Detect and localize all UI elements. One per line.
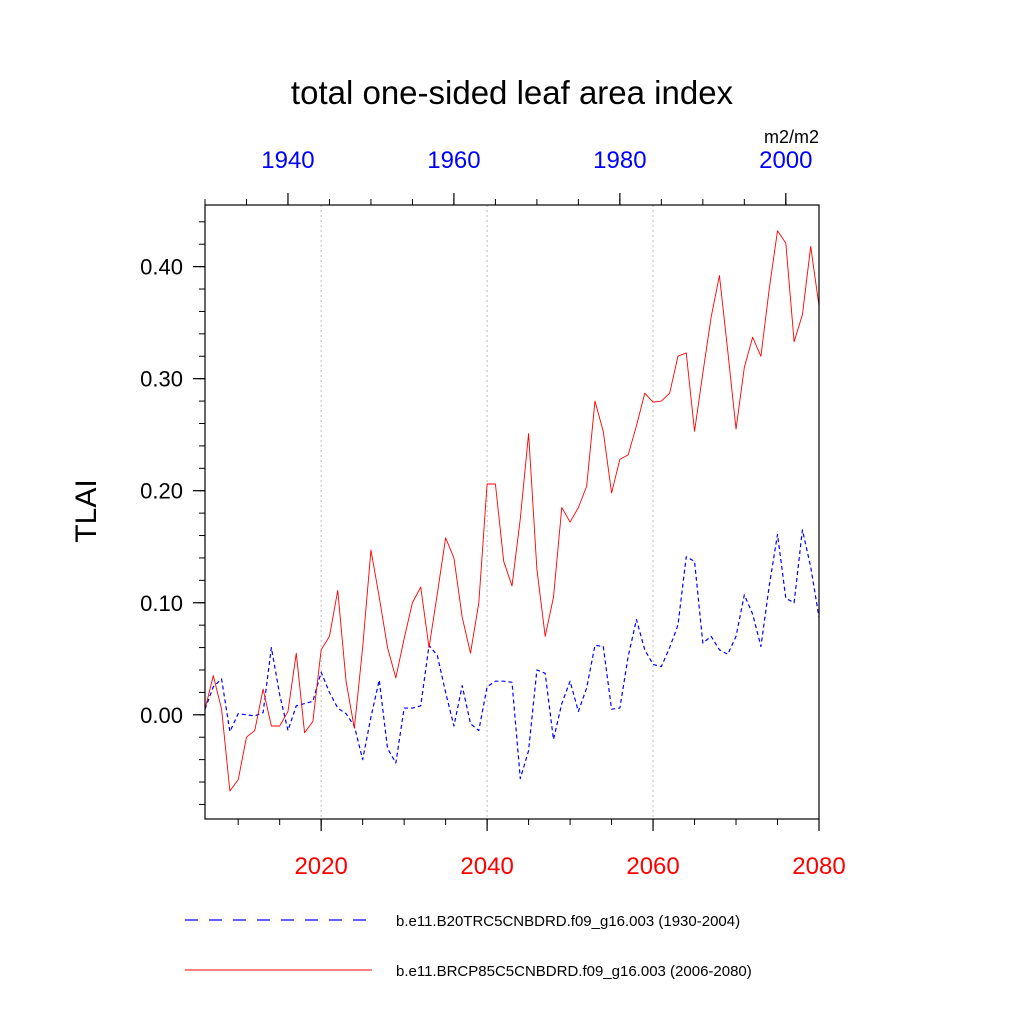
y-tick-label: 0.30 bbox=[140, 367, 183, 392]
x-top-tick-label: 2000 bbox=[759, 147, 812, 174]
y-tick-label: 0.00 bbox=[140, 703, 183, 728]
legend: b.e11.B20TRC5CNBDRD.f09_g16.003 (1930-20… bbox=[185, 913, 752, 980]
chart-title: total one-sided leaf area index bbox=[291, 74, 734, 111]
y-axis-label: TLAI bbox=[70, 479, 103, 542]
y-tick-label: 0.40 bbox=[140, 255, 183, 280]
legend-label-2: b.e11.BRCP85C5CNBDRD.f09_g16.003 (2006-2… bbox=[396, 963, 752, 980]
gridlines bbox=[320, 205, 654, 819]
y-tick-label: 0.20 bbox=[140, 479, 183, 504]
x-bottom-tick-label: 2040 bbox=[460, 853, 513, 880]
x-bottom-tick-label: 2020 bbox=[294, 853, 347, 880]
legend-label-1: b.e11.B20TRC5CNBDRD.f09_g16.003 (1930-20… bbox=[396, 913, 740, 930]
y-tick-label: 0.10 bbox=[140, 591, 183, 616]
axes: 0.00 0.10 0.20 0.30 0.40 2020 2040 2060 2080 1940… bbox=[140, 147, 846, 880]
x-bottom-tick-label: 2080 bbox=[792, 853, 845, 880]
series-line-1 bbox=[204, 529, 820, 780]
x-bottom-tick-label: 2060 bbox=[626, 853, 679, 880]
x-top-tick-label: 1960 bbox=[427, 147, 480, 174]
series-group bbox=[204, 230, 820, 792]
series-line-2 bbox=[204, 230, 820, 792]
units-label: m2/m2 bbox=[764, 127, 819, 147]
plot-frame bbox=[204, 204, 820, 820]
x-top-tick-label: 1980 bbox=[593, 147, 646, 174]
x-top-tick-label: 1940 bbox=[261, 147, 314, 174]
